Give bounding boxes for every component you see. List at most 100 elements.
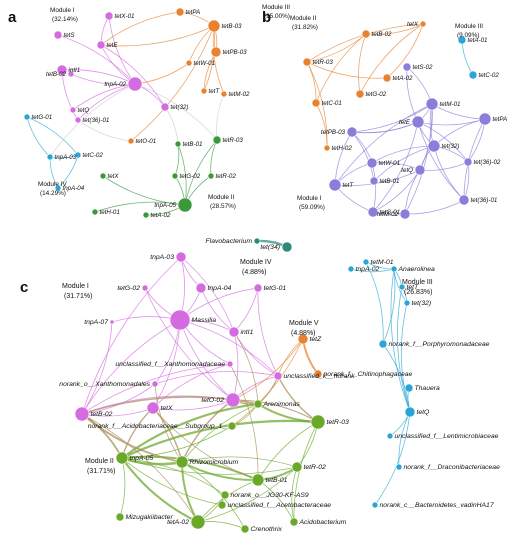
edge bbox=[216, 93, 225, 141]
node-label-norank-f-acidobacteriaceae-subgroup-1: norank_f__Acidobacteriaceae__Subgroup_1_ bbox=[88, 423, 227, 430]
edge bbox=[306, 61, 317, 104]
node-label-tete: tetE bbox=[107, 42, 119, 49]
edge bbox=[382, 268, 396, 345]
edge bbox=[397, 286, 411, 413]
node-tetx bbox=[419, 20, 427, 28]
edge bbox=[433, 118, 486, 147]
node-label-tet-32: tet(32) bbox=[412, 300, 432, 307]
node-tetc-02 bbox=[74, 151, 82, 159]
node-tnpa-02 bbox=[127, 76, 143, 92]
edge bbox=[233, 331, 259, 405]
module-label-module-i: Module I bbox=[62, 283, 89, 290]
edge bbox=[351, 131, 375, 182]
node-label-tet-36-02: tet(36)-02 bbox=[474, 159, 501, 166]
panel-b-labels: tetX tetB-02 tetR-03 tetA-02 tetG-02 tetC-01 t… bbox=[313, 21, 508, 218]
node-norank-o-xanthomonadales bbox=[151, 380, 159, 388]
node-tet-36-02 bbox=[463, 157, 473, 167]
node-tet-36-01 bbox=[74, 116, 82, 124]
edge bbox=[334, 169, 421, 186]
edge bbox=[57, 34, 136, 85]
node-label-tnpa-02: tnpA-02 bbox=[104, 81, 126, 88]
node-label-tetpa: tetPA bbox=[186, 9, 201, 16]
node-norank-f-draconibacteriaceae bbox=[395, 463, 403, 471]
node-tetpb-03 bbox=[346, 126, 358, 138]
module-label-module-i: Module I bbox=[50, 7, 75, 14]
edge bbox=[467, 118, 486, 163]
edge bbox=[373, 145, 435, 182]
node-unclassified-f-acetobacteraceae bbox=[217, 500, 227, 510]
node-tetg-02 bbox=[171, 172, 179, 180]
node-label-tetq: tetQ bbox=[401, 167, 413, 174]
node-tetb-02 bbox=[67, 70, 75, 78]
node-tetb-01 bbox=[251, 473, 265, 487]
edge bbox=[233, 287, 259, 333]
node-inti1 bbox=[228, 326, 240, 338]
node-tetq bbox=[404, 406, 416, 418]
node-acidobacterium bbox=[289, 517, 299, 527]
node-label-tetx-01: tetX-01 bbox=[115, 13, 135, 20]
node-label-unclassified-f-lentimicrobiaceae: unclassified_f__Lentimicrobiaceae bbox=[395, 433, 499, 440]
edge bbox=[306, 23, 424, 63]
node-label-tetpb-03: tetPB-03 bbox=[223, 49, 248, 56]
node-label-tetb-01: tetB-01 bbox=[183, 141, 203, 148]
node-tet-34 bbox=[281, 241, 293, 253]
edge bbox=[197, 466, 298, 523]
node-label-tetq: tetQ bbox=[417, 409, 431, 416]
edge bbox=[100, 15, 110, 46]
node-label-tet-36-01: tet(36)-01 bbox=[83, 117, 110, 124]
node-label-tetg-01: tetG-01 bbox=[264, 285, 287, 292]
node-label-teto-02: tetO-02 bbox=[201, 397, 224, 404]
node-label-tetr-03: tetR-03 bbox=[327, 419, 350, 426]
edge bbox=[102, 175, 186, 206]
node-tnpa-04 bbox=[54, 184, 62, 192]
edge bbox=[419, 161, 469, 171]
node-tetx-01 bbox=[104, 11, 114, 21]
node-label-tetg-02: tetG-02 bbox=[366, 91, 387, 98]
edge bbox=[49, 83, 136, 158]
edge bbox=[81, 321, 113, 415]
node-label-teta-02: tetA-02 bbox=[151, 212, 172, 219]
node-unclassified-f-lentimicrobiaceae bbox=[386, 432, 394, 440]
node-tetg-01 bbox=[23, 113, 31, 121]
edge bbox=[119, 457, 126, 518]
edge bbox=[334, 103, 433, 186]
node-label-tetr-02: tetR-02 bbox=[304, 464, 327, 471]
node-tetb-01 bbox=[369, 176, 379, 186]
edge bbox=[181, 461, 246, 530]
edge bbox=[257, 421, 319, 481]
node-label-teta-02: tetA-02 bbox=[393, 75, 414, 82]
node-anaerolinea bbox=[390, 265, 398, 273]
node-norank-f-acidobacteriaceae-subgroup-1 bbox=[227, 421, 237, 431]
node-tet-32 bbox=[160, 102, 170, 112]
node-norank-f-chitinophagaceae bbox=[313, 369, 323, 379]
node-tetr-03 bbox=[302, 57, 312, 67]
edge bbox=[181, 456, 298, 468]
panel-b-nodes bbox=[302, 20, 492, 220]
edge bbox=[359, 23, 424, 95]
edge bbox=[174, 143, 180, 177]
edge bbox=[181, 399, 234, 463]
edge bbox=[100, 11, 181, 46]
node-label-tetb-02: tetB-02 bbox=[46, 71, 67, 78]
node-label-tete: tetE bbox=[399, 119, 411, 126]
edge bbox=[130, 25, 215, 142]
module-label-module-v: Module V bbox=[289, 320, 319, 327]
node-crenothrix bbox=[240, 524, 250, 534]
node-tetc-02 bbox=[468, 70, 478, 80]
edge bbox=[351, 103, 433, 133]
node-tetr-03 bbox=[310, 414, 326, 430]
node-label-tetc-02: tetC-02 bbox=[83, 152, 104, 159]
node-label-unclassified-f-acetobacteraceae: unclassified_f__Acetobacteraceae bbox=[228, 502, 332, 509]
edge bbox=[257, 287, 279, 377]
node-label-teta-01: tetA-01 bbox=[468, 37, 488, 44]
module-pct-module-iii: (25.00%) bbox=[264, 13, 290, 20]
node-label-tetw-01: tetW-01 bbox=[379, 160, 401, 167]
node-label-norank-o-jg30-kf-as9: norank_o__JG30-KF-AS9 bbox=[231, 492, 309, 499]
edge bbox=[461, 39, 474, 76]
node-tnpa-05 bbox=[177, 197, 193, 213]
node-tett bbox=[398, 283, 406, 291]
node-mizugakiibacter bbox=[115, 512, 125, 522]
panel-b: tetX tetB-02 tetR-03 tetA-02 tetG-02 tetC-01 t… bbox=[262, 9, 508, 220]
node-tetx bbox=[146, 401, 160, 415]
